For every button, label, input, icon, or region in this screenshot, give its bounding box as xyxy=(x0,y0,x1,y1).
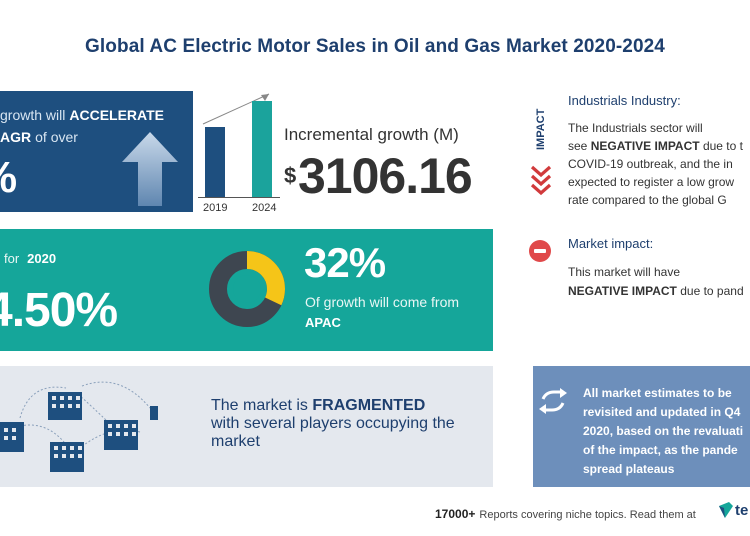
fragmented-text-line2: with several players occupying the xyxy=(211,415,455,432)
up-arrow-icon xyxy=(122,132,178,206)
currency-symbol: $ xyxy=(284,163,297,188)
page-title: Global AC Electric Motor Sales in Oil an… xyxy=(85,36,665,57)
estimates-line1: All market estimates to be xyxy=(583,386,732,400)
industry-text-line5: rate compared to the global G xyxy=(568,193,727,207)
impact-vertical-text: IMPACT xyxy=(535,108,547,150)
apac-text: Of growth will come from xyxy=(305,294,460,310)
estimates-box xyxy=(533,366,750,487)
fragmented-text-line3: market xyxy=(211,433,260,450)
incremental-growth-value: 3106.16 xyxy=(298,148,473,204)
market-impact-line1: This market will have xyxy=(568,265,681,279)
bar-baseline xyxy=(198,197,280,198)
bar-label-2019: 2019 xyxy=(203,202,228,214)
yoy-label: for 2020 xyxy=(4,251,57,266)
apac-share-arc xyxy=(209,251,285,327)
technavio-logo-icon[interactable] xyxy=(719,502,733,518)
estimates-line2: revisited and updated in Q4 xyxy=(583,405,741,419)
technavio-logo-text[interactable]: te xyxy=(735,502,749,519)
growth-cagr-value: % xyxy=(0,153,17,203)
growth-text-line2: AGR of over xyxy=(0,129,78,145)
apac-donut-chart xyxy=(209,251,285,327)
industry-title: Industrials Industry: xyxy=(568,93,681,108)
apac-region: APAC xyxy=(305,315,341,330)
estimates-line5: spread plateaus xyxy=(583,462,675,476)
bar-label-2024: 2024 xyxy=(252,202,277,214)
market-impact-title: Market impact: xyxy=(568,236,654,251)
buildings-network-icon xyxy=(0,381,158,472)
trend-arrow-icon xyxy=(202,93,270,125)
apac-percent: 32% xyxy=(304,239,386,286)
estimates-line3: 2020, based on the revaluati xyxy=(583,424,744,438)
footer-text: 17000+ Reports covering niche topics. Rea… xyxy=(435,507,696,521)
down-chevrons-icon xyxy=(530,165,552,196)
fragmented-text-line1: The market is FRAGMENTED xyxy=(211,397,426,414)
yoy-value: 4.50% xyxy=(0,284,118,337)
impact-vertical-label: IMPACT xyxy=(535,108,547,150)
estimates-line4: of the impact, as the pande xyxy=(583,443,738,457)
bar-2024 xyxy=(252,101,272,197)
minus-circle-icon xyxy=(529,240,551,262)
bar-2019 xyxy=(205,127,225,197)
industry-text-line4: expected to register a low grow xyxy=(568,175,735,189)
growth-text-line1: growth will ACCELERATE xyxy=(0,107,164,123)
industry-text-line3: COVID-19 outbreak, and the in xyxy=(568,157,733,171)
incremental-growth-label: Incremental growth (M) xyxy=(284,125,459,144)
refresh-icon xyxy=(539,388,567,414)
industry-text-line1: The Industrials sector will xyxy=(568,121,703,135)
market-impact-line2: NEGATIVE IMPACT due to pand xyxy=(568,284,744,298)
industry-text-line2: see NEGATIVE IMPACT due to t xyxy=(568,139,743,153)
